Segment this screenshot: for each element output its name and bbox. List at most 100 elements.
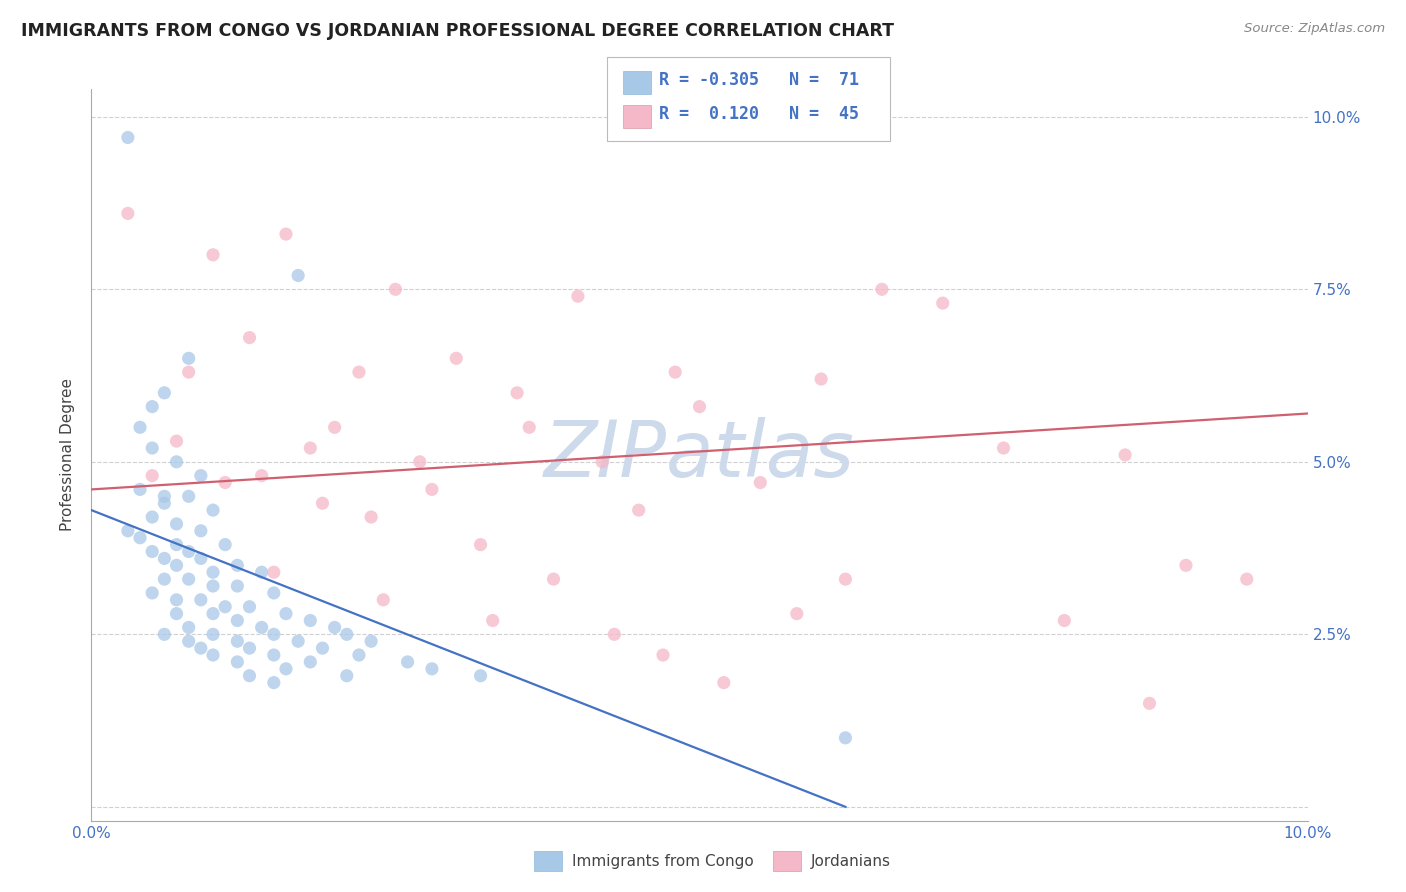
Point <box>274 227 297 241</box>
Point <box>931 296 953 310</box>
Point <box>202 566 225 580</box>
Point <box>299 614 322 628</box>
Point <box>177 351 200 366</box>
Point <box>384 282 406 296</box>
Point <box>177 365 200 379</box>
Point <box>177 620 200 634</box>
Point <box>153 489 176 503</box>
Point <box>713 675 735 690</box>
Point <box>238 330 260 344</box>
Point <box>409 455 432 469</box>
Point <box>117 206 139 220</box>
Point <box>287 268 309 283</box>
Point <box>177 572 200 586</box>
Point <box>311 641 333 656</box>
Point <box>506 385 529 400</box>
Point <box>347 365 370 379</box>
Point <box>870 282 893 296</box>
Text: R = -0.305   N =  71: R = -0.305 N = 71 <box>659 71 859 89</box>
Point <box>190 641 212 656</box>
Point <box>226 655 249 669</box>
Point <box>129 531 152 545</box>
Point <box>603 627 626 641</box>
Point <box>250 468 273 483</box>
Point <box>214 538 236 552</box>
Point <box>166 538 188 552</box>
Point <box>250 566 273 580</box>
Point <box>214 475 236 490</box>
Point <box>347 648 370 662</box>
Text: R =  0.120   N =  45: R = 0.120 N = 45 <box>659 105 859 123</box>
Point <box>1114 448 1136 462</box>
Point <box>567 289 589 303</box>
Point <box>652 648 675 662</box>
Point <box>141 468 163 483</box>
Point <box>274 662 297 676</box>
Point <box>166 592 188 607</box>
Text: ZIPatlas: ZIPatlas <box>544 417 855 493</box>
Point <box>238 599 260 614</box>
Point <box>664 365 686 379</box>
Point <box>993 441 1015 455</box>
Point <box>226 614 249 628</box>
Point <box>263 675 285 690</box>
Point <box>190 592 212 607</box>
Point <box>336 627 359 641</box>
Point <box>1053 614 1076 628</box>
Point <box>238 669 260 683</box>
Point <box>153 551 176 566</box>
Point <box>117 130 139 145</box>
Point <box>238 641 260 656</box>
Point <box>226 634 249 648</box>
Point <box>263 627 285 641</box>
Point <box>141 400 163 414</box>
Point <box>129 420 152 434</box>
Point <box>190 524 212 538</box>
Point <box>226 579 249 593</box>
Point <box>202 627 225 641</box>
Point <box>177 489 200 503</box>
Point <box>250 620 273 634</box>
Point <box>517 420 540 434</box>
Point <box>396 655 419 669</box>
Point <box>1174 558 1197 573</box>
Point <box>834 731 856 745</box>
Point <box>166 434 188 449</box>
Point <box>263 648 285 662</box>
Point <box>299 655 322 669</box>
Point <box>627 503 650 517</box>
Point <box>323 620 346 634</box>
Point <box>299 441 322 455</box>
Point <box>420 483 443 497</box>
Point <box>166 516 188 531</box>
Point <box>470 538 492 552</box>
Point <box>153 496 176 510</box>
Point <box>834 572 856 586</box>
Point <box>1236 572 1258 586</box>
Point <box>141 441 163 455</box>
Point <box>749 475 772 490</box>
Point <box>336 669 359 683</box>
Point <box>360 510 382 524</box>
Point <box>444 351 467 366</box>
Point <box>420 662 443 676</box>
Point <box>1139 696 1161 710</box>
Point <box>810 372 832 386</box>
Text: Immigrants from Congo: Immigrants from Congo <box>572 855 754 869</box>
Point <box>360 634 382 648</box>
Point <box>141 544 163 558</box>
Text: Jordanians: Jordanians <box>811 855 891 869</box>
Point <box>543 572 565 586</box>
Point <box>177 634 200 648</box>
Point <box>166 607 188 621</box>
Point <box>470 669 492 683</box>
Point <box>190 468 212 483</box>
Point <box>287 634 309 648</box>
Point <box>263 566 285 580</box>
Point <box>153 385 176 400</box>
Point <box>117 524 139 538</box>
Point <box>166 455 188 469</box>
Point <box>202 607 225 621</box>
Point <box>263 586 285 600</box>
Point <box>129 483 152 497</box>
